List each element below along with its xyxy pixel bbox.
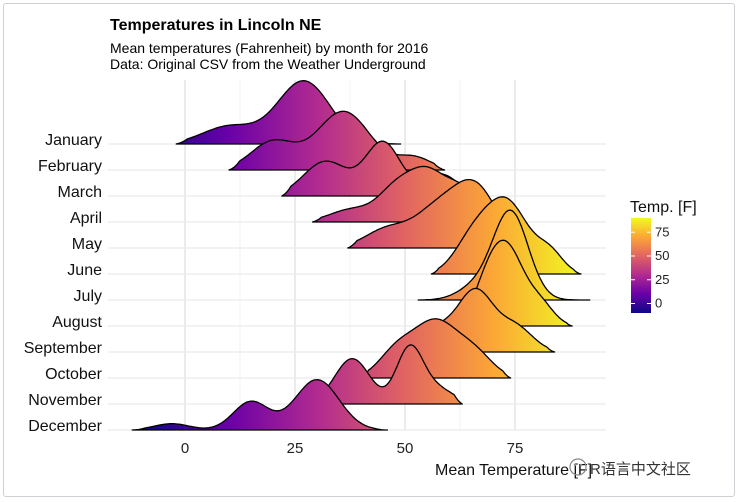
wechat-icon-eye-right	[579, 463, 583, 467]
legend-ticks: 0 25 50 75	[631, 224, 669, 311]
ridge-layers	[131, 80, 591, 431]
x-tick-label: 50	[397, 440, 414, 457]
month-label-september: September	[24, 340, 103, 357]
legend-tick-label: 0	[655, 296, 662, 311]
month-label-november: November	[28, 392, 102, 409]
x-tick-label: 75	[507, 440, 524, 457]
month-label-october: October	[45, 366, 103, 383]
legend-tick-label: 25	[655, 272, 669, 287]
color-legend: Temp. [F] 0 25 50 75	[630, 199, 697, 313]
chart-subtitle-line-2: Data: Original CSV from the Weather Unde…	[110, 56, 426, 72]
month-label-february: February	[38, 158, 102, 175]
legend-tick-label: 75	[655, 224, 669, 239]
x-tick-label: 0	[181, 440, 189, 457]
chart-subtitle-line-1: Mean temperatures (Fahrenheit) by month …	[110, 40, 428, 56]
wechat-icon-eye-left	[573, 463, 577, 467]
legend-colorbar	[631, 218, 651, 313]
x-tick-labels: 0 25 50 75	[181, 440, 524, 457]
month-label-july: July	[74, 288, 102, 305]
wechat-icon	[569, 458, 587, 476]
chart-title: Temperatures in Lincoln NE	[110, 17, 322, 34]
legend-tick-label: 50	[655, 248, 669, 263]
ridge-december	[131, 378, 389, 431]
watermark-text: R语言中文社区	[590, 461, 691, 478]
watermark: R语言中文社区	[569, 458, 691, 478]
month-label-january: January	[45, 132, 102, 149]
month-label-december: December	[28, 418, 102, 435]
month-label-march: March	[58, 184, 102, 201]
chart-frame	[3, 3, 735, 497]
month-label-august: August	[52, 314, 102, 331]
month-labels: January February March April May June July Augu…	[24, 132, 103, 435]
x-axis-title: Mean Temperature [F]	[435, 462, 592, 479]
legend-title: Temp. [F]	[630, 199, 697, 216]
month-label-may: May	[72, 236, 102, 253]
month-label-june: June	[67, 262, 102, 279]
month-label-april: April	[70, 210, 102, 227]
x-tick-label: 25	[287, 440, 304, 457]
